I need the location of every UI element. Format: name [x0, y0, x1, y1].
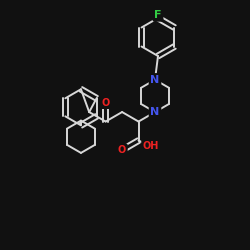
Text: F: F [154, 10, 162, 20]
Text: O: O [102, 98, 110, 108]
Text: OH: OH [143, 141, 159, 151]
Text: N: N [150, 107, 160, 117]
Text: N: N [150, 75, 160, 85]
Text: O: O [118, 145, 126, 155]
